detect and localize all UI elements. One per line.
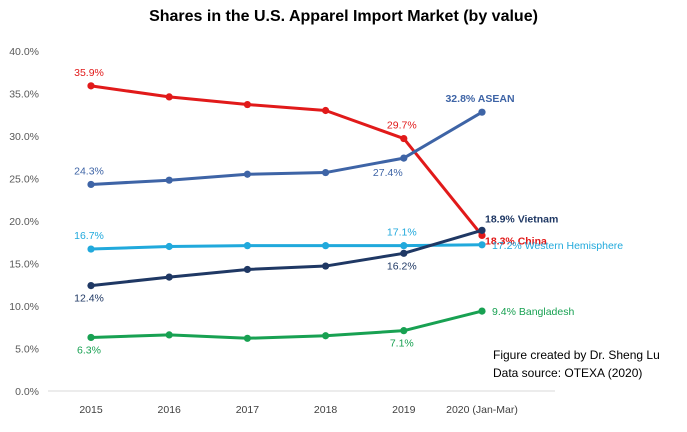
data-point-china	[243, 100, 251, 109]
data-point-vietnam	[165, 273, 173, 281]
data-point-china	[87, 82, 95, 90]
data-point-vietnam	[478, 226, 486, 234]
y-tick-label: 35.0%	[9, 89, 39, 101]
data-label-western-hemisphere: 17.1%	[387, 227, 417, 239]
series-line-bangladesh	[89, 309, 484, 340]
data-point-asean	[400, 154, 408, 162]
series-layer	[87, 82, 486, 342]
data-label-bangladesh: 6.3%	[77, 344, 101, 356]
data-point-vietnam	[400, 249, 408, 257]
data-point-western-hemisphere	[243, 242, 251, 250]
y-tick-label: 20.0%	[9, 216, 39, 228]
label-layer: 35.9% 29.7% 18.3% China 24.3% 27.4% 32.8% ASE…	[74, 67, 623, 357]
y-tick-label: 15.0%	[9, 259, 39, 271]
axis-layer: 0.0% 5.0% 10.0% 15.0% 20.0% 25.0% 30.0% 35.0% 40…	[9, 46, 555, 416]
data-label-china: 29.7%	[387, 120, 417, 132]
data-point-china	[400, 134, 408, 143]
y-tick-label: 30.0%	[9, 131, 39, 143]
series-line-china	[89, 84, 484, 237]
data-label-vietnam: 12.4%	[74, 293, 104, 305]
data-point-western-hemisphere	[165, 242, 173, 251]
x-tick-label: 2015	[79, 404, 103, 416]
data-point-china	[165, 93, 173, 101]
data-point-vietnam	[322, 262, 330, 270]
data-point-western-hemisphere	[87, 245, 95, 253]
data-point-china	[478, 231, 486, 240]
data-point-bangladesh	[322, 332, 330, 340]
y-tick-label: 10.0%	[9, 301, 39, 313]
chart-title: Shares in the U.S. Apparel Import Market…	[149, 8, 538, 25]
data-label-asean: 24.3%	[74, 165, 104, 177]
x-tick-label: 2020 (Jan-Mar)	[446, 404, 518, 416]
x-tick-label: 2019	[392, 404, 416, 416]
data-point-china	[322, 106, 330, 115]
x-tick-label: 2016	[158, 404, 182, 416]
data-point-western-hemisphere	[478, 241, 486, 249]
data-label-vietnam: 16.2%	[387, 260, 417, 272]
credit-author: Figure created by Dr. Sheng Lu	[493, 348, 660, 362]
data-point-bangladesh	[87, 333, 95, 342]
data-point-bangladesh	[400, 327, 408, 335]
data-point-asean	[243, 170, 251, 178]
y-tick-label: 25.0%	[9, 174, 39, 186]
x-tick-label: 2017	[236, 404, 260, 416]
credit-source: Data source: OTEXA (2020)	[493, 366, 643, 380]
data-label-asean: 32.8% ASEAN	[445, 93, 514, 105]
y-tick-label: 5.0%	[15, 344, 39, 356]
series-line-western-hemisphere	[89, 243, 484, 251]
data-label-bangladesh: 7.1%	[390, 338, 414, 350]
y-tick-label: 0.0%	[15, 386, 39, 398]
data-label-western-hemisphere: 16.7%	[74, 230, 104, 242]
data-label-china: 18.3% China	[485, 235, 547, 247]
data-point-asean	[87, 180, 95, 189]
data-label-western-hemisphere: 17.2% Western Hemisphere	[492, 240, 623, 252]
data-point-asean	[322, 168, 330, 177]
x-tick-label: 2018	[314, 404, 338, 416]
data-point-vietnam	[87, 282, 95, 290]
data-point-bangladesh	[243, 334, 251, 342]
data-point-vietnam	[243, 265, 251, 274]
series-line-vietnam	[89, 228, 484, 288]
data-point-western-hemisphere	[400, 242, 408, 250]
y-tick-label: 40.0%	[9, 46, 39, 58]
data-label-bangladesh: 9.4% Bangladesh	[492, 306, 574, 318]
data-point-western-hemisphere	[322, 242, 330, 250]
data-label-vietnam: 18.9% Vietnam	[485, 213, 558, 225]
data-label-asean: 27.4%	[373, 167, 403, 179]
data-point-asean	[165, 176, 173, 184]
series-line-asean	[89, 110, 484, 186]
data-point-asean	[478, 108, 486, 116]
data-point-bangladesh	[478, 307, 486, 315]
data-label-china: 35.9%	[74, 67, 104, 79]
data-point-bangladesh	[165, 331, 173, 339]
